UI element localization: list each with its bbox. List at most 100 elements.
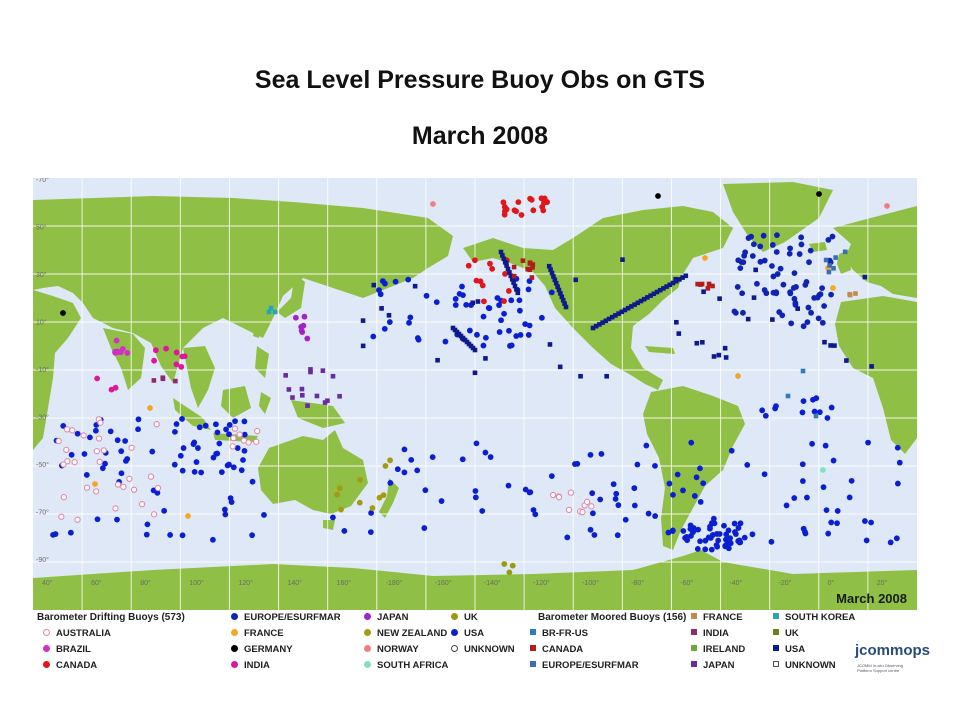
drifting-buoy	[193, 459, 200, 465]
drifting-buoy	[700, 480, 707, 487]
drifting-buoy	[725, 545, 732, 552]
drifting-buoy	[762, 412, 769, 419]
moored-buoy	[604, 373, 609, 379]
legend-swatch	[451, 644, 458, 652]
drifting-buoy	[776, 309, 783, 315]
drifting-buoy	[816, 292, 823, 298]
drifting-buoy	[555, 494, 563, 501]
drifting-buoy	[179, 416, 185, 422]
legend-label: UNKNOWN	[785, 660, 836, 671]
graticule-labels: -70° 50° 30° 10° -10° -30° -50° -70° -90° 40° 60° 8…	[36, 178, 887, 587]
drifting-buoy	[727, 540, 734, 547]
logo-subtext: JCOMM In-situ Observing Platform Support…	[857, 663, 904, 673]
drifting-buoy	[811, 408, 818, 415]
moored-buoy	[555, 284, 560, 289]
drifting-buoy	[502, 271, 508, 277]
drifting-buoy	[714, 543, 721, 550]
drifting-buoy	[538, 314, 545, 321]
drifting-buoy	[783, 502, 790, 509]
moored-buoy	[751, 295, 757, 300]
moored-buoy	[503, 260, 509, 266]
drifting-buoy	[516, 307, 523, 314]
drifting-buoy	[210, 454, 217, 461]
moored-buoy	[670, 280, 676, 286]
drifting-buoy	[798, 241, 805, 248]
moored-buoy	[548, 267, 553, 272]
drifting-buoy	[120, 483, 127, 490]
moored-buoy	[600, 320, 605, 325]
drifting-buoy	[807, 247, 814, 254]
drifting-buoy	[229, 443, 236, 450]
moored-buoy	[483, 356, 488, 361]
legend-swatch	[231, 660, 238, 668]
lon-label: -60°	[680, 579, 693, 587]
lon-label: -20°	[779, 579, 792, 587]
legend-item-japan: JAPAN	[691, 660, 735, 671]
drifting-buoy	[702, 255, 708, 261]
moored-buoy	[337, 393, 342, 399]
drifting-buoy	[485, 305, 492, 311]
moored-buoy	[283, 373, 288, 378]
legend-swatch	[691, 661, 697, 668]
drifting-buoy	[808, 309, 814, 316]
drifting-buoy	[154, 484, 162, 492]
drifting-buoy	[241, 418, 248, 425]
drifting-buoy	[819, 285, 826, 291]
drifting-buoy	[180, 445, 187, 451]
moored-buoy	[305, 403, 310, 408]
moored-buoy	[508, 273, 514, 279]
drifting-buoy	[828, 404, 835, 411]
drifting-buoy	[173, 361, 180, 368]
moored-buoy	[272, 309, 278, 315]
drifting-buoy	[507, 343, 513, 349]
drifting-buoy	[97, 419, 104, 426]
drifting-buoy	[610, 481, 617, 488]
drifting-buoy	[241, 431, 248, 438]
legend-swatch	[231, 644, 238, 652]
legend-label: FRANCE	[703, 612, 743, 623]
drifting-buoy	[739, 290, 746, 297]
drifting-buoy	[506, 327, 512, 334]
page-title: Sea Level Pressure Buoy Obs on GTS	[254, 66, 706, 94]
drifting-buoy	[893, 535, 900, 542]
moored-buoy	[625, 305, 631, 311]
drifting-buoy	[135, 426, 141, 433]
drifting-buoy	[128, 444, 135, 451]
drifting-buoy	[112, 505, 119, 512]
drifting-buoy	[107, 428, 114, 435]
drifting-buoy	[792, 301, 799, 308]
moored-buoy	[710, 283, 715, 289]
drifting-buoy	[691, 527, 698, 534]
moored-buoy	[683, 273, 689, 279]
drifting-buoy	[816, 409, 823, 416]
drifting-buoy	[579, 508, 586, 516]
legend: Barometer Drifting Buoys (573) Barometer…	[33, 610, 930, 678]
legend-item-india: INDIA	[691, 628, 729, 639]
legend-label: EUROPE/ESURFMAR	[244, 612, 341, 623]
drifting-buoy	[112, 384, 119, 391]
drifting-buoy	[152, 347, 159, 354]
drifting-buoy	[865, 439, 871, 446]
drifting-buoy	[670, 491, 676, 498]
drifting-buoy	[330, 514, 336, 521]
legend-swatch	[43, 644, 50, 652]
landmass-iceland	[809, 242, 827, 252]
drifting-buoy	[799, 461, 806, 468]
drifting-buoy	[567, 489, 575, 496]
moored-buoy	[546, 263, 552, 269]
moored-buoy	[530, 262, 536, 267]
drifting-buoy	[179, 532, 186, 539]
drifting-buoy	[224, 462, 231, 469]
drifting-buoy	[196, 424, 203, 431]
moored-buoy	[832, 343, 837, 348]
lat-label: -30°	[36, 414, 49, 422]
drifting-buoy	[212, 421, 219, 428]
drifting-buoy	[822, 442, 829, 449]
drifting-buoy	[58, 513, 65, 520]
drifting-buoy	[210, 536, 216, 543]
drifting-buoy	[829, 233, 836, 240]
moored-buoy	[701, 289, 706, 294]
drifting-buoy	[527, 195, 533, 202]
drifting-buoy	[503, 206, 510, 213]
drifting-buoy	[249, 478, 256, 485]
